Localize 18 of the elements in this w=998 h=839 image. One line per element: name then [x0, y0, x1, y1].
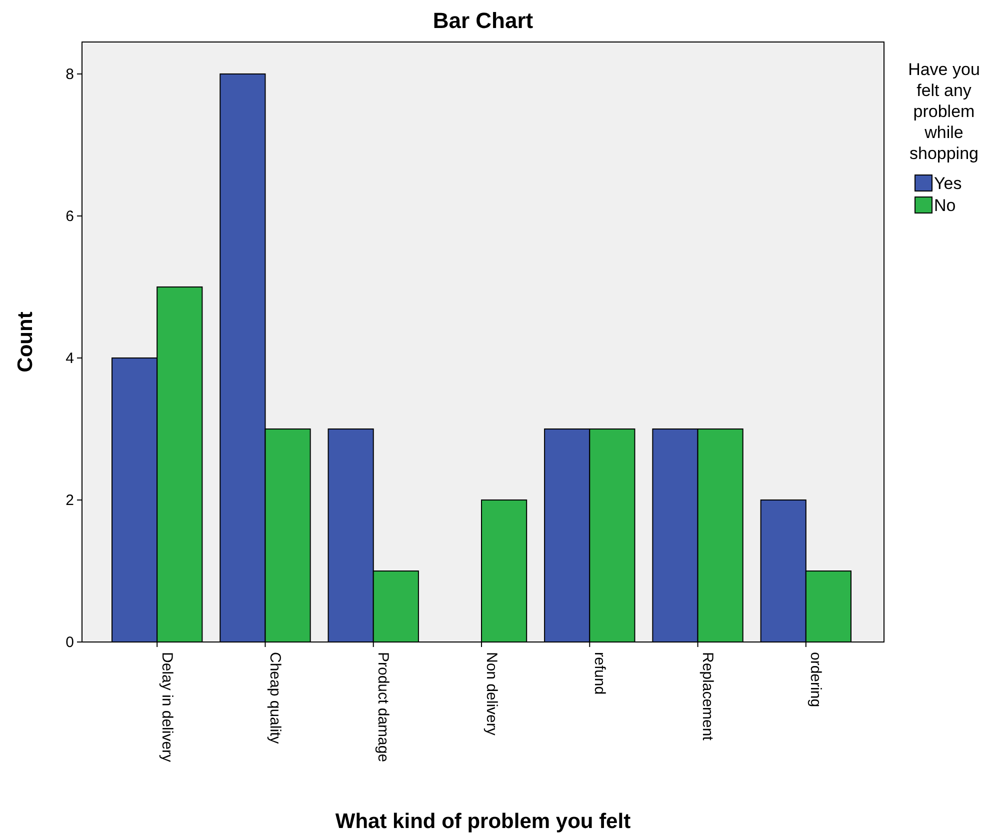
y-tick-label: 4 [66, 350, 74, 367]
x-axis-title: What kind of problem you felt [335, 810, 631, 833]
chart-title: Bar Chart [432, 8, 534, 33]
x-tick-label: refund [590, 652, 608, 695]
legend-label: Yes [934, 174, 962, 193]
x-tick-label: Replacement [699, 652, 716, 742]
legend-label: No [934, 196, 956, 215]
y-tick-label: 6 [66, 208, 74, 225]
x-tick-label: Product damage [374, 652, 392, 762]
x-tick-label: Non delivery [482, 652, 500, 736]
x-tick-label: Cheap quality [266, 652, 284, 744]
x-tick-label: ordering [807, 652, 824, 708]
y-tick-label: 0 [66, 634, 74, 651]
y-axis-title: Count [14, 312, 37, 372]
y-tick-label: 8 [66, 66, 74, 83]
x-tick-label: Delay in delivery [158, 652, 176, 763]
y-tick-label: 2 [66, 492, 74, 509]
legend-title: Have you felt any problem while shopping [908, 60, 980, 163]
